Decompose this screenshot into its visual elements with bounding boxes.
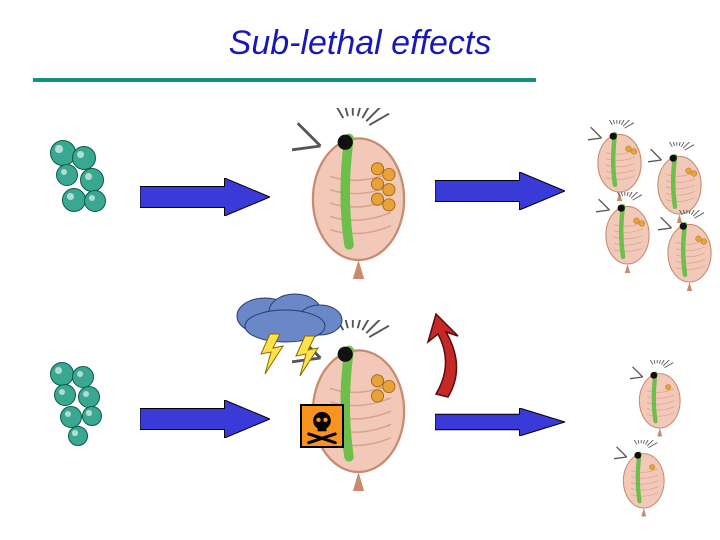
algae-cell-icon: [50, 362, 74, 386]
daphnia-icon: [630, 360, 690, 437]
algae-cell-icon: [78, 386, 100, 408]
flow-arrow-icon: [140, 178, 270, 216]
algae-cell-icon: [60, 406, 82, 428]
daphnia-icon: [658, 210, 720, 291]
stress-cloud-icon: [225, 286, 355, 381]
algae-cell-icon: [56, 164, 78, 186]
algae-cell-icon: [82, 406, 102, 426]
algae-cell-icon: [80, 168, 104, 192]
flow-arrow-icon: [435, 172, 565, 210]
algae-cell-icon: [72, 366, 94, 388]
flow-arrow-icon: [435, 408, 565, 436]
algae-cell-icon: [72, 146, 96, 170]
flow-arrow-icon: [140, 400, 270, 438]
title-divider: [33, 78, 536, 82]
algae-cell-icon: [62, 188, 86, 212]
toxic-hazard-icon: [300, 404, 344, 453]
algae-cell-icon: [68, 426, 88, 446]
algae-cell-icon: [84, 190, 106, 212]
page-title: Sub-lethal effects: [0, 24, 720, 63]
daphnia-icon: [596, 192, 659, 273]
daphnia-icon: [588, 120, 651, 201]
algae-cell-icon: [54, 384, 76, 406]
daphnia-icon: [292, 108, 425, 279]
daphnia-icon: [614, 440, 674, 517]
recirculate-arrow-icon: [408, 312, 468, 407]
